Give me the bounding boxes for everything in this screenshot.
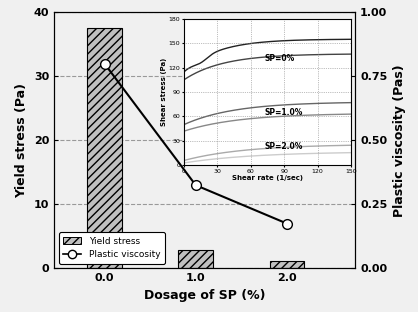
Bar <box>178 251 213 268</box>
Bar <box>270 261 304 268</box>
X-axis label: Dosage of SP (%): Dosage of SP (%) <box>144 289 265 302</box>
Text: SP=1.0%: SP=1.0% <box>264 108 303 117</box>
Text: SP=0%: SP=0% <box>264 54 294 63</box>
Bar <box>87 28 122 268</box>
Y-axis label: Yield stress (Pa): Yield stress (Pa) <box>15 83 28 198</box>
Y-axis label: Shear stress (Pa): Shear stress (Pa) <box>161 58 167 126</box>
Text: SP=2.0%: SP=2.0% <box>264 142 303 151</box>
Y-axis label: Plastic viscosity (Pas): Plastic viscosity (Pas) <box>393 64 406 217</box>
X-axis label: Shear rate (1/sec): Shear rate (1/sec) <box>232 175 303 181</box>
Legend: Yield stress, Plastic viscosity: Yield stress, Plastic viscosity <box>59 232 165 264</box>
